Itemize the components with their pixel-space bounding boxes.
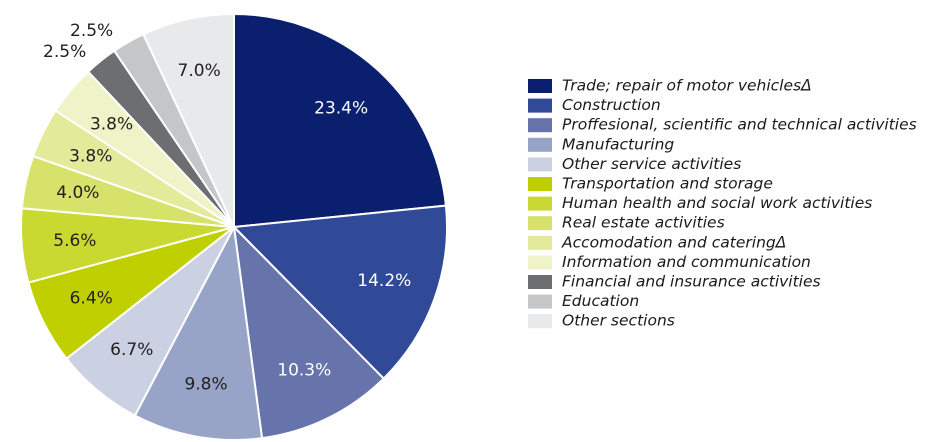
data-label: 14.2% xyxy=(357,271,411,291)
legend-label: Real estate activities xyxy=(562,214,725,232)
legend-swatch xyxy=(528,98,552,113)
pie-slice xyxy=(231,204,448,380)
legend-label: Information and communication xyxy=(562,253,811,271)
legend-label: Accomodation and cateringΔ xyxy=(561,233,786,251)
legend-label: Human health and social work activities xyxy=(562,194,872,212)
legend-swatch xyxy=(528,157,552,172)
legend-swatch xyxy=(528,216,552,231)
legend-swatch xyxy=(528,196,552,211)
data-label: 2.5% xyxy=(70,21,113,41)
data-label: 6.4% xyxy=(70,289,113,309)
legend-label: Proffesional, scientific and technical a… xyxy=(562,116,917,134)
legend-label: Transportation and storage xyxy=(562,175,773,193)
legend-swatch xyxy=(528,79,552,93)
legend-label: Manufacturing xyxy=(562,135,674,153)
pie-slice xyxy=(133,223,264,441)
legend-swatch xyxy=(528,177,552,191)
legend-swatch xyxy=(528,294,552,309)
data-label: 4.0% xyxy=(56,183,99,203)
legend-label: Other sections xyxy=(562,312,675,330)
data-label: 5.6% xyxy=(53,231,96,251)
legend-swatch xyxy=(528,275,552,289)
legend-label: Financial and insurance activities xyxy=(562,273,821,291)
legend-label: Trade; repair of motor vehiclesΔ xyxy=(562,77,812,95)
legend-label: Education xyxy=(562,292,639,310)
data-label: 3.8% xyxy=(69,146,112,166)
data-label: 2.5% xyxy=(43,42,86,62)
legend-swatch xyxy=(528,137,552,152)
legend-swatch xyxy=(528,314,552,329)
legend-label: Construction xyxy=(562,96,661,114)
legend-swatch xyxy=(528,255,552,270)
legend-swatch xyxy=(528,235,552,250)
legend-swatch xyxy=(528,118,552,133)
legend-label: Other service activities xyxy=(562,155,741,173)
data-label: 23.4% xyxy=(314,99,368,119)
pie-slice xyxy=(233,12,448,229)
data-label: 7.0% xyxy=(178,61,221,81)
pie-slice xyxy=(232,224,386,440)
data-label: 9.8% xyxy=(184,374,227,394)
data-label: 10.3% xyxy=(277,360,331,380)
pie-slice xyxy=(141,12,235,228)
data-label: 3.8% xyxy=(90,114,133,134)
data-label: 6.7% xyxy=(110,340,153,360)
